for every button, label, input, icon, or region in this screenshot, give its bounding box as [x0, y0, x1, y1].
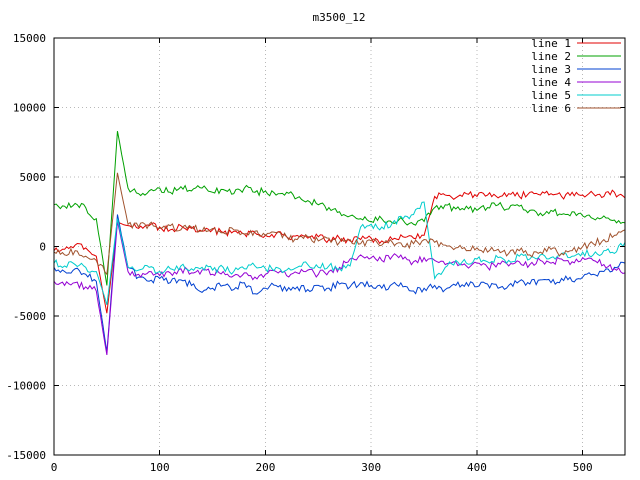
legend-label: line 2 [531, 50, 571, 63]
legend-label: line 3 [531, 63, 571, 76]
y-tick-label: 0 [39, 241, 46, 254]
y-tick-label: -5000 [13, 310, 46, 323]
y-tick-label: 10000 [13, 102, 46, 115]
series-line-6 [53, 172, 626, 276]
y-tick-label: -10000 [6, 380, 46, 393]
legend-label: line 4 [531, 76, 571, 89]
y-tick-label: -15000 [6, 449, 46, 462]
series-line-4 [53, 221, 626, 356]
x-tick-label: 500 [573, 461, 593, 474]
x-tick-label: 100 [150, 461, 170, 474]
x-tick-label: 0 [51, 461, 58, 474]
series-line-1 [53, 189, 626, 314]
y-tick-label: 15000 [13, 32, 46, 45]
legend-label: line 1 [531, 37, 571, 50]
series-line-2 [53, 131, 626, 286]
x-tick-label: 400 [467, 461, 487, 474]
series-line-3 [53, 214, 626, 353]
y-tick-label: 5000 [20, 171, 47, 184]
x-tick-label: 200 [256, 461, 276, 474]
x-tick-label: 300 [361, 461, 381, 474]
legend-label: line 6 [531, 102, 571, 115]
legend-label: line 5 [531, 89, 571, 102]
chart-title: m3500_12 [313, 11, 366, 24]
series-line-5 [53, 201, 626, 306]
